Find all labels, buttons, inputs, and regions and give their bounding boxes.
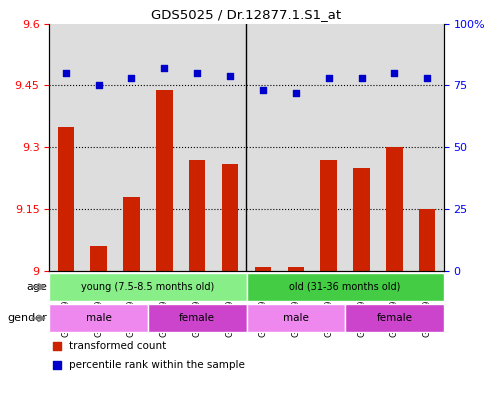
- Bar: [189, 160, 206, 271]
- Text: male: male: [283, 313, 309, 323]
- Bar: [156, 90, 173, 271]
- Text: percentile rank within the sample: percentile rank within the sample: [69, 360, 245, 371]
- FancyBboxPatch shape: [345, 304, 444, 332]
- Point: [390, 70, 398, 76]
- Text: age: age: [26, 282, 47, 292]
- Point: [314, 101, 322, 107]
- Text: female: female: [179, 313, 215, 323]
- Point: [423, 75, 431, 81]
- Bar: [353, 168, 370, 271]
- FancyBboxPatch shape: [246, 304, 345, 332]
- Point: [193, 70, 201, 76]
- Point: [259, 87, 267, 94]
- Bar: [419, 209, 435, 271]
- Text: male: male: [86, 313, 111, 323]
- FancyBboxPatch shape: [246, 273, 444, 301]
- Bar: [255, 267, 271, 271]
- Bar: [386, 147, 403, 271]
- Point: [314, 279, 322, 285]
- Point: [160, 65, 168, 71]
- Bar: [222, 164, 238, 271]
- Point: [226, 72, 234, 79]
- Bar: [123, 197, 140, 271]
- FancyBboxPatch shape: [49, 273, 247, 301]
- Point: [325, 75, 333, 81]
- Point: [292, 90, 300, 96]
- FancyBboxPatch shape: [148, 304, 246, 332]
- Text: transformed count: transformed count: [69, 341, 166, 351]
- Title: GDS5025 / Dr.12877.1.S1_at: GDS5025 / Dr.12877.1.S1_at: [151, 8, 342, 21]
- Bar: [320, 160, 337, 271]
- FancyBboxPatch shape: [49, 304, 148, 332]
- Bar: [58, 127, 74, 271]
- Bar: [287, 267, 304, 271]
- Text: young (7.5-8.5 months old): young (7.5-8.5 months old): [81, 282, 214, 292]
- Point: [128, 75, 136, 81]
- Point: [357, 75, 365, 81]
- Text: old (31-36 months old): old (31-36 months old): [289, 282, 401, 292]
- Point: [95, 83, 103, 89]
- Point: [62, 70, 70, 76]
- Text: gender: gender: [7, 313, 47, 323]
- Bar: [90, 246, 107, 271]
- Text: female: female: [376, 313, 413, 323]
